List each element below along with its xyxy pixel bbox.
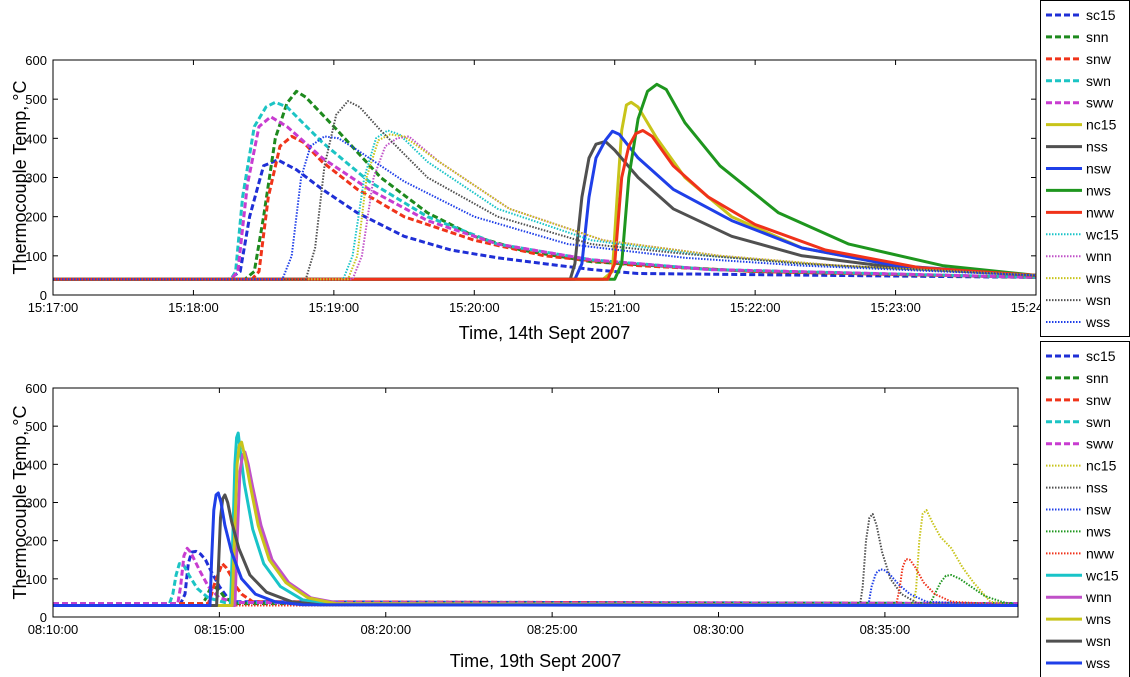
top-legend: sc15 snn snw swn sww nc15 nss nsw nws nww wc15 wnn w…: [1040, 0, 1130, 337]
top-legend-label-sww: sww: [1086, 95, 1114, 111]
top-series-line-sww: [53, 115, 1036, 281]
top-y-tick-label: 500: [25, 92, 47, 107]
bottom-legend-label-swn: swn: [1086, 414, 1111, 430]
top-legend-label-swn: swn: [1086, 73, 1111, 89]
bottom-y-axis-label: Thermocouple Temp, °C: [10, 406, 30, 600]
bottom-plot-area: [53, 431, 1018, 607]
bottom-axes-frame: [52, 387, 1019, 618]
bottom-y-tick-label: 0: [40, 610, 47, 625]
bottom-series-line-wsn: [53, 493, 1018, 607]
top-legend-label-wss: wss: [1085, 314, 1110, 330]
top-y-tick-label: 100: [25, 249, 47, 264]
top-legend-label-wsn: wsn: [1085, 292, 1111, 308]
bottom-legend-label-nsw: nsw: [1086, 502, 1112, 518]
top-series-line-nww: [53, 129, 1036, 281]
bottom-legend-label-wns: wns: [1085, 611, 1111, 627]
bottom-legend-label-nww: nww: [1086, 545, 1115, 561]
bottom-legend-label-nc15: nc15: [1086, 458, 1117, 474]
bottom-series-line-wss: [53, 491, 1018, 607]
bottom-x-tick-label: 08:10:00: [28, 622, 79, 637]
bottom-y-tick-label: 300: [25, 496, 47, 511]
bottom-series-line-nsw: [53, 568, 1018, 607]
top-x-tick-label: 15:20:00: [449, 300, 500, 315]
bottom-legend-label-wnn: wnn: [1085, 589, 1112, 605]
bottom-series-line-nc15: [53, 509, 1018, 607]
top-y-axis-label: Thermocouple Temp, °C: [10, 81, 30, 275]
top-x-tick-label: 15:23:00: [870, 300, 921, 315]
top-series-line-snw: [53, 134, 1036, 281]
bottom-series-line-nss: [53, 513, 1018, 607]
top-legend-label-snn: snn: [1086, 29, 1109, 45]
top-legend-label-wc15: wc15: [1085, 226, 1119, 242]
bottom-y-tick-label: 600: [25, 381, 47, 396]
top-x-axis-label: Time, 14th Sept 2007: [459, 323, 630, 343]
bottom-legend-label-sww: sww: [1086, 436, 1114, 452]
bottom-legend-label-snw: snw: [1086, 392, 1112, 408]
bottom-chart-panel: 08:10:00 08:15:00 08:20:00 08:25:00 08:30:00…: [10, 341, 1130, 677]
top-legend-label-wns: wns: [1085, 270, 1111, 286]
bottom-y-tick-label: 200: [25, 534, 47, 549]
top-x-tick-label: 15:18:00: [168, 300, 219, 315]
top-series-line-nss: [53, 140, 1036, 281]
top-series-line-nsw: [53, 129, 1036, 281]
top-series-line-wc15: [53, 129, 1036, 281]
bottom-series-line-wc15: [53, 431, 1018, 607]
bottom-x-tick-label: 08:30:00: [693, 622, 744, 637]
bottom-x-tick-label: 08:15:00: [194, 622, 245, 637]
bottom-y-tick-label: 500: [25, 419, 47, 434]
top-chart-panel: 15:17:00 15:18:00 15:19:00 15:20:00 15:21:00…: [10, 0, 1130, 343]
top-y-tick-label: 300: [25, 171, 47, 186]
top-y-tick-label: 200: [25, 210, 47, 225]
bottom-legend-label-sc15: sc15: [1086, 348, 1116, 364]
top-legend-label-nws: nws: [1086, 182, 1111, 198]
top-legend-label-snw: snw: [1086, 51, 1112, 67]
top-legend-label-nsw: nsw: [1086, 161, 1112, 177]
bottom-legend-label-nws: nws: [1086, 523, 1111, 539]
bottom-x-axis-label: Time, 19th Sept 2007: [450, 651, 621, 671]
top-x-tick-label: 15:21:00: [589, 300, 640, 315]
top-x-tick-label: 15:19:00: [309, 300, 360, 315]
top-series-line-nws: [53, 82, 1036, 281]
top-x-tick-label: 15:17:00: [28, 300, 79, 315]
bottom-legend-label-nss: nss: [1086, 480, 1108, 496]
bottom-series-line-nws: [53, 574, 1018, 607]
top-y-tick-label: 400: [25, 131, 47, 146]
top-y-tick-label: 0: [40, 288, 47, 303]
top-legend-label-nc15: nc15: [1086, 117, 1117, 133]
top-plot-area: [53, 82, 1036, 281]
bottom-x-tick-label: 08:20:00: [360, 622, 411, 637]
top-axes-frame: [52, 59, 1037, 296]
bottom-legend-label-snn: snn: [1086, 370, 1109, 386]
top-series-line-sc15: [53, 158, 1036, 281]
top-series-line-wnn: [53, 135, 1036, 281]
bottom-x-tick-label: 08:25:00: [527, 622, 578, 637]
bottom-legend-label-wc15: wc15: [1085, 567, 1119, 583]
bottom-series-line-nww: [53, 558, 1018, 607]
top-series-line-wns: [53, 133, 1036, 281]
top-series-line-wss: [53, 135, 1036, 281]
bottom-legend-label-wsn: wsn: [1085, 633, 1111, 649]
top-legend-label-wnn: wnn: [1085, 248, 1112, 264]
bottom-y-tick-label: 100: [25, 572, 47, 587]
bottom-x-tick-label: 08:35:00: [860, 622, 911, 637]
bottom-series-line-wnn: [53, 450, 1018, 607]
bottom-legend: sc15 snn snw swn sww nc15 nss nsw nws nww wc15 wnn w…: [1040, 341, 1130, 677]
bottom-y-tick-label: 400: [25, 457, 47, 472]
top-x-tick-label: 15:22:00: [730, 300, 781, 315]
top-legend-label-nss: nss: [1086, 139, 1108, 155]
bottom-legend-box: [1040, 341, 1130, 677]
top-y-tick-label: 600: [25, 53, 47, 68]
bottom-series-line-sww: [53, 546, 1018, 606]
top-legend-label-sc15: sc15: [1086, 7, 1116, 23]
top-legend-label-nww: nww: [1086, 204, 1115, 220]
bottom-legend-label-wss: wss: [1085, 655, 1110, 671]
bottom-series-line-sc15: [53, 549, 1018, 606]
